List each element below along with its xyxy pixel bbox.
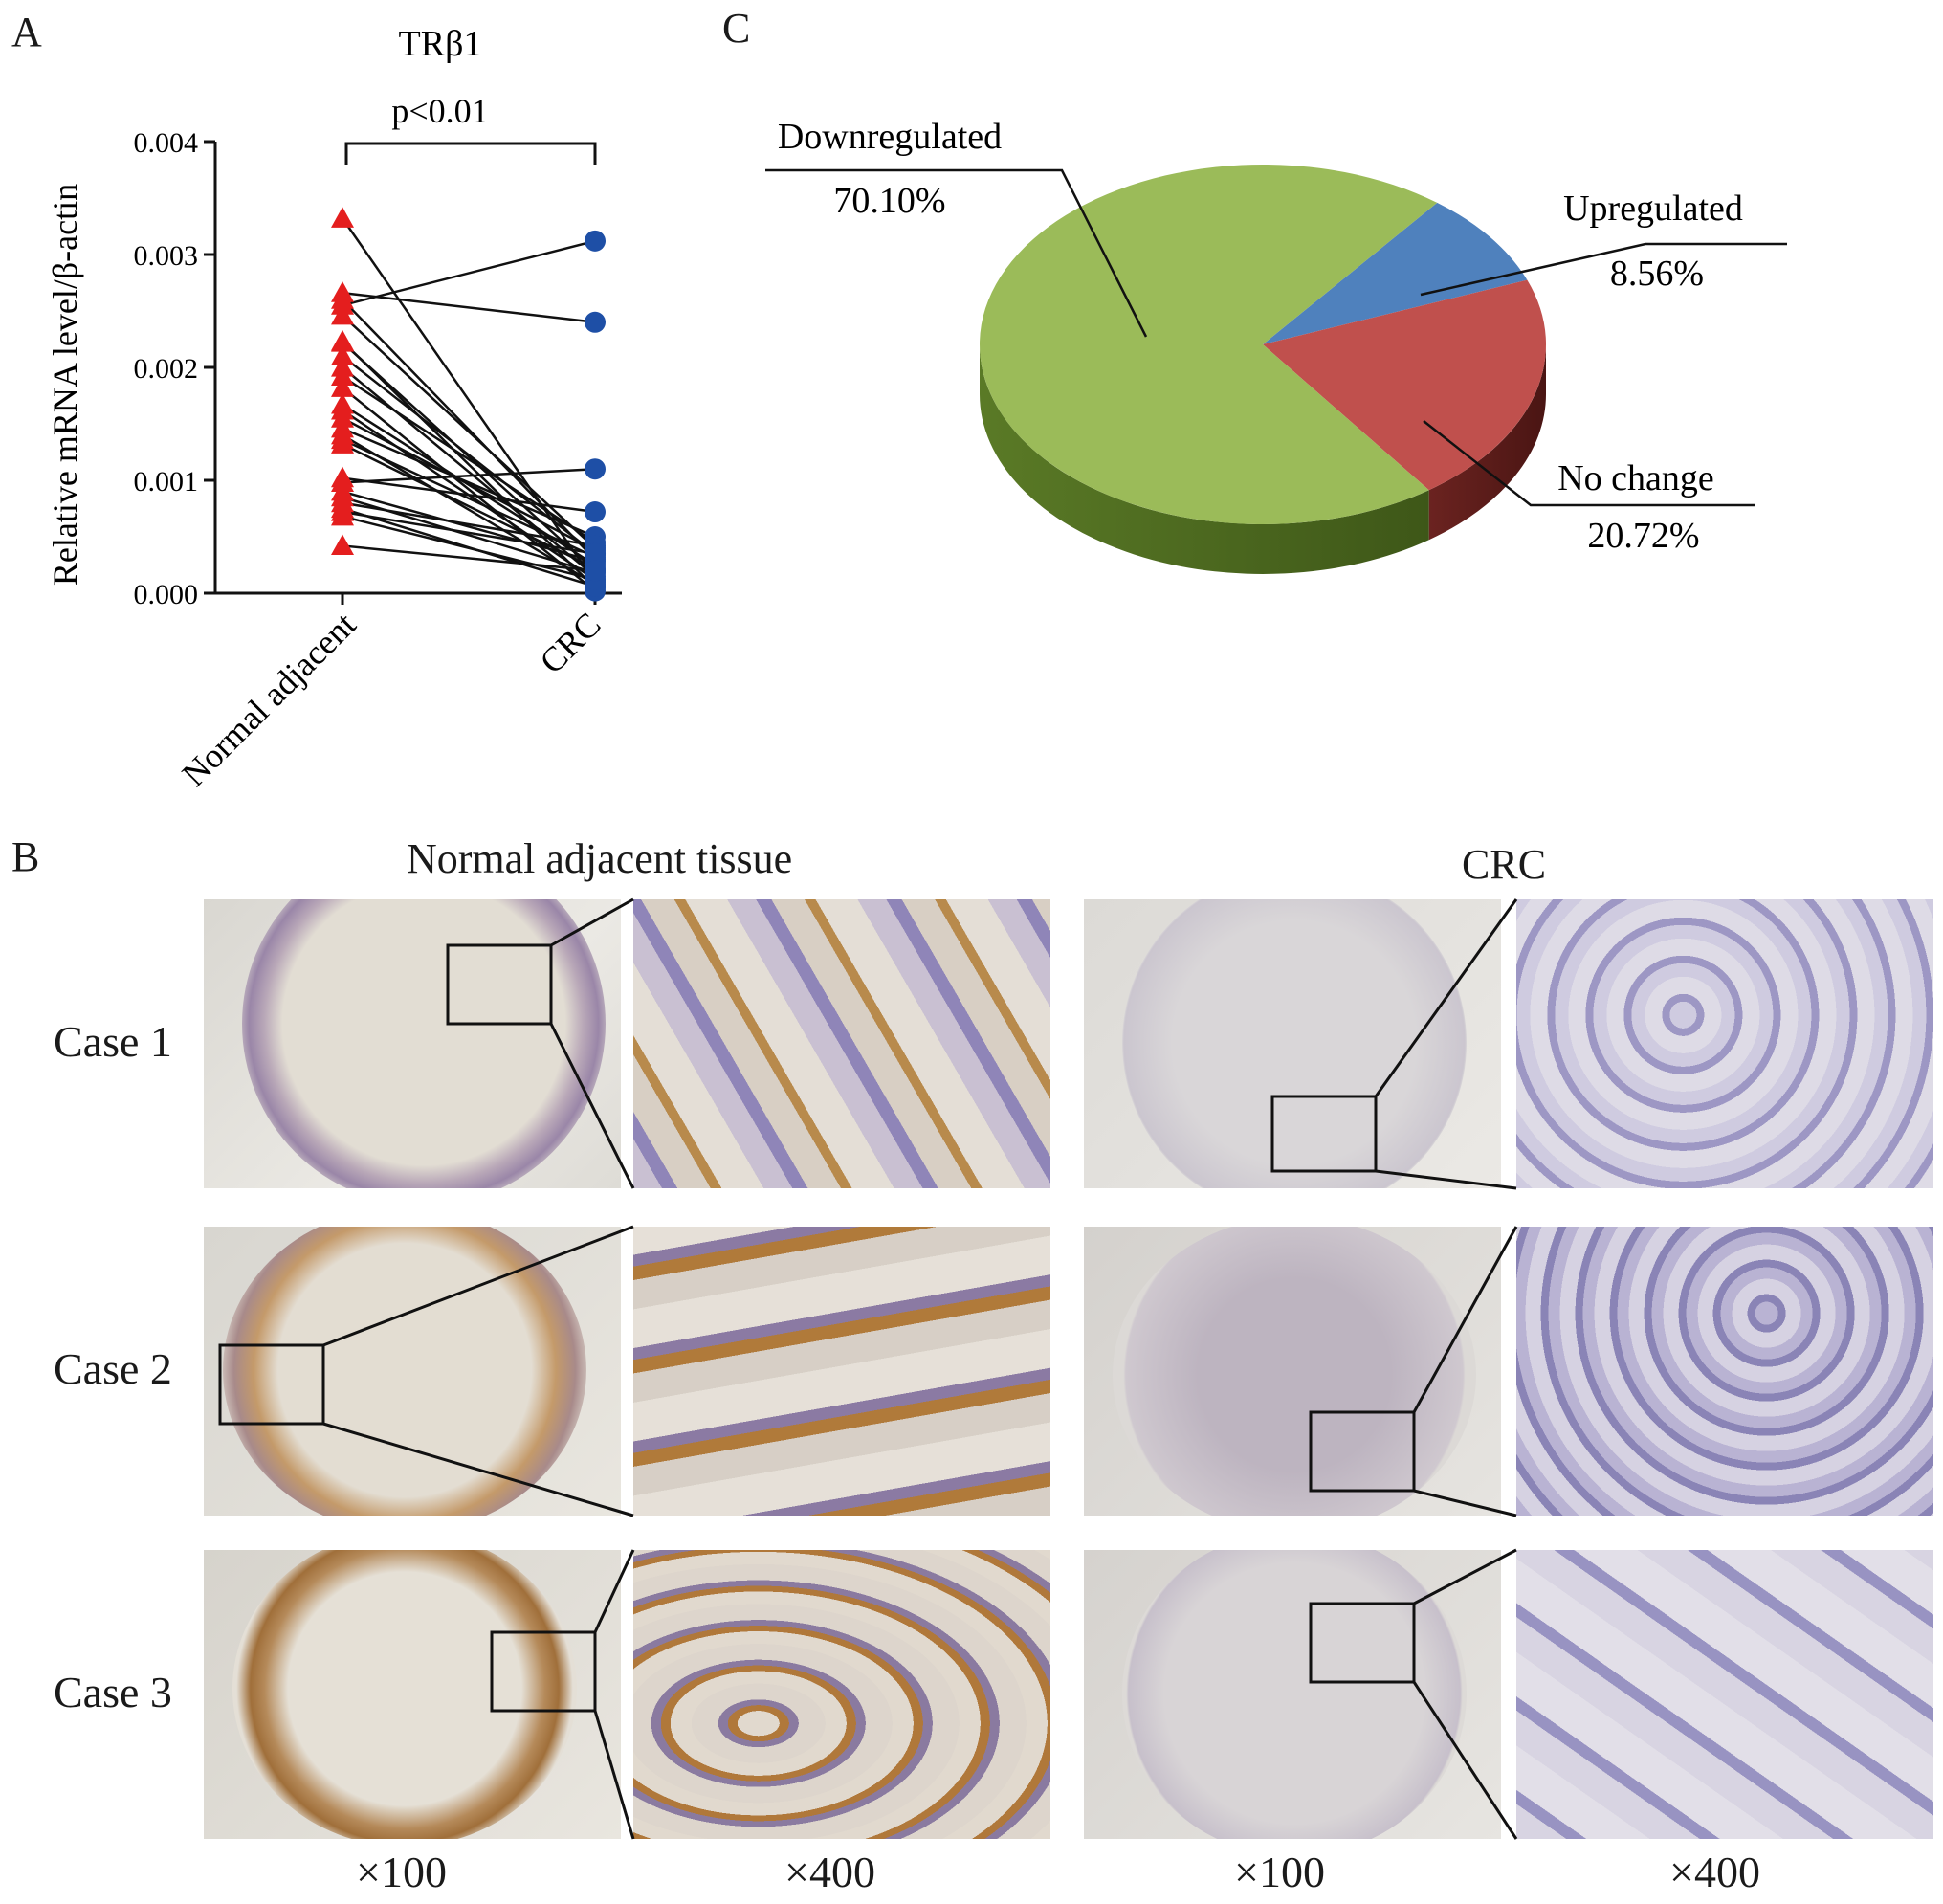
pair-line [342,375,596,543]
point-crc [585,230,606,252]
case-label-3: Case 3 [54,1668,172,1716]
zoom-box-case3-normal [490,1630,597,1713]
pair-line [342,510,596,555]
case-label-2: Case 2 [54,1344,172,1393]
slice-label-upregulated: Upregulated [1563,188,1743,229]
leader-line-no-change [1423,420,1755,507]
chart-title: TRβ1 [399,24,482,64]
point-crc [585,311,606,333]
point-crc [585,542,606,565]
case-label-1: Case 1 [54,1017,172,1066]
pair-line [342,544,596,572]
leader-line-downregulated [765,168,1148,338]
paired-scatter-chart: TRβ1 p<0.01 Relative mRNA level/β-actin … [46,24,622,794]
zoom-box-case1-normal [446,943,553,1026]
pair-line [342,515,596,582]
significance-bracket [344,142,597,165]
pair-line [342,342,596,572]
pair-line [342,427,596,539]
zoom-box-case3-crc [1309,1602,1416,1684]
y-tick-label: 0.002 [134,353,199,385]
slice-label-downregulated: Downregulated [778,117,1002,157]
group-label-crc: CRC [1462,841,1547,888]
ihc-image-case1-crc-x400 [1516,899,1933,1188]
panel-letter-a: A [11,9,42,55]
magnification-label-4: ×400 [1669,1848,1760,1896]
point-normal-adjacent [331,365,354,387]
pair-line [342,467,596,484]
point-normal-adjacent [331,376,354,397]
pair-line [342,239,596,307]
point-normal-adjacent [331,534,354,556]
slice-value-no-change: 20.72% [1587,516,1699,556]
slice-downregulated [980,164,1438,524]
pair-line [342,490,596,564]
ihc-image-case3-normal-x400 [633,1550,1050,1839]
slice-value-upregulated: 8.56% [1610,254,1704,294]
y-tick-label: 0.000 [134,579,199,610]
point-crc [585,501,606,523]
pair-line [342,476,596,514]
pair-line [342,291,596,324]
pair-line [342,387,596,592]
ihc-image-case2-crc-x400 [1516,1227,1933,1516]
magnification-label-3: ×100 [1234,1848,1325,1896]
ihc-image-case2-normal-x100 [204,1227,621,1516]
y-tick-label: 0.001 [134,466,199,498]
y-tick-label: 0.004 [134,127,199,159]
slice-side-no-change [1428,344,1546,541]
zoom-box-case2-crc [1309,1410,1416,1493]
point-normal-adjacent [331,207,354,228]
magnification-label-2: ×400 [784,1848,875,1896]
magnification-label-1: ×100 [356,1848,447,1896]
group-label-normal: Normal adjacent tissue [407,835,793,882]
ihc-image-case1-normal-x400 [633,899,1050,1188]
slice-value-downregulated: 70.10% [833,181,945,221]
pair-line [342,416,596,552]
pair-line [342,314,596,549]
leader-line-upregulated [1420,242,1787,297]
pie-chart: Downregulated 70.10% Upregulated 8.56% N… [765,117,1787,574]
point-normal-adjacent [331,432,354,454]
pair-line [342,366,596,578]
pair-line [342,355,596,555]
ihc-image-case3-crc-x100 [1084,1550,1501,1839]
ihc-image-case2-normal-x400 [633,1227,1050,1516]
ihc-image-case2-crc-x100 [1084,1227,1501,1516]
slice-no-change [1263,279,1546,491]
point-normal-adjacent [331,331,354,352]
slice-side-downregulated [980,344,1429,574]
point-normal-adjacent [331,344,354,365]
point-crc [585,560,606,582]
zoom-box-case2-normal [218,1343,325,1426]
ihc-image-case3-normal-x100 [204,1550,621,1839]
point-normal-adjacent [331,303,354,325]
pair-line [342,501,596,547]
point-crc [585,458,606,480]
panel-letter-b: B [11,833,40,880]
ihc-image-case1-crc-x100 [1084,899,1501,1188]
slice-upregulated [1263,202,1528,344]
point-normal-adjacent [331,504,354,526]
y-axis-label: Relative mRNA level/β-actin [46,184,84,586]
significance-label: p<0.01 [391,92,488,130]
y-tick-label: 0.003 [134,240,199,272]
zoom-box-case1-crc [1270,1095,1378,1173]
ihc-image-case3-crc-x400 [1516,1550,1933,1839]
slice-label-no-change: No change [1557,458,1714,498]
panel-letter-c: C [722,5,751,52]
